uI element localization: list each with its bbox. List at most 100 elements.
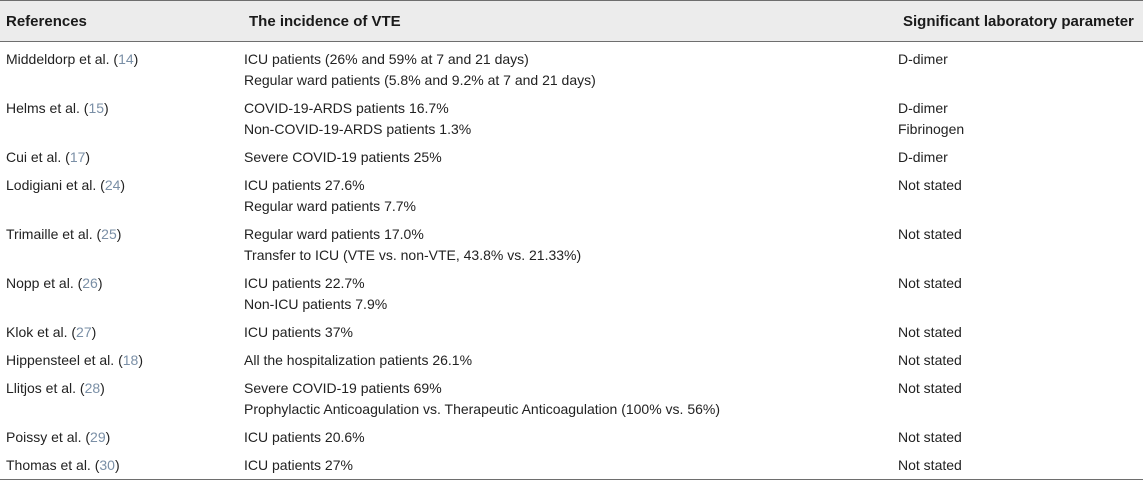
table-row: Klok et al. (27) ICU patients 37% Not stat… — [0, 315, 1143, 343]
reference-cell: Trimaille et al. (25) — [0, 217, 243, 266]
incidence-line: Non-COVID-19-ARDS patients 1.3% — [244, 121, 472, 137]
reference-author: Klok et al. ( — [6, 324, 77, 340]
reference-cell: Middeldorp et al. (14) — [0, 42, 243, 92]
incidence-cell: ICU patients (26% and 59% at 7 and 21 da… — [243, 42, 897, 92]
reference-close-paren: ) — [116, 226, 122, 242]
reference-number-link[interactable]: 17 — [69, 149, 86, 165]
reference-number-link[interactable]: 26 — [82, 275, 98, 291]
incidence-cell: ICU patients 37% — [243, 315, 897, 343]
reference-number-link[interactable]: 18 — [122, 352, 139, 368]
header-row: References The incidence of VTE Signific… — [0, 0, 1143, 42]
reference-number-link[interactable]: 30 — [99, 457, 115, 473]
reference-number-link[interactable]: 27 — [76, 324, 92, 340]
incidence-line: COVID-19-ARDS patients 16.7% — [244, 100, 449, 116]
reference-author: Cui et al. ( — [6, 149, 70, 165]
reference-number-link[interactable]: 29 — [90, 429, 106, 445]
incidence-line: Regular ward patients 7.7% — [244, 198, 416, 214]
incidence-line: ICU patients (26% and 59% at 7 and 21 da… — [244, 51, 529, 67]
reference-author: Trimaille et al. ( — [6, 226, 102, 242]
reference-number-link[interactable]: 28 — [84, 380, 101, 396]
incidence-line: ICU patients 27% — [244, 457, 353, 473]
incidence-line: All the hospitalization patients 26.1% — [244, 352, 473, 368]
incidence-cell: COVID-19-ARDS patients 16.7% Non-COVID-19… — [243, 91, 897, 140]
reference-cell: Llitjos et al. (28) — [0, 371, 243, 420]
parameter-line: Not stated — [898, 352, 962, 368]
reference-cell: Thomas et al. (30) — [0, 448, 243, 480]
table-row: Thomas et al. (30) ICU patients 27% Not st… — [0, 448, 1143, 480]
parameter-line: D-dimer — [898, 51, 948, 67]
incidence-cell: Regular ward patients 17.0% Transfer to I… — [243, 217, 897, 266]
reference-cell: Cui et al. (17) — [0, 140, 243, 168]
reference-author: Poissy et al. ( — [6, 429, 91, 445]
reference-author: Thomas et al. ( — [6, 457, 100, 473]
incidence-line: ICU patients 27.6% — [244, 177, 365, 193]
parameter-cell: Not stated — [897, 448, 1143, 480]
parameter-cell: Not stated — [897, 217, 1143, 266]
incidence-line: Regular ward patients 17.0% — [244, 226, 424, 242]
table-body: Middeldorp et al. (14) ICU patients (26% … — [0, 42, 1143, 480]
header-parameter: Significant laboratory parameter — [897, 0, 1143, 42]
table-row: Helms et al. (15) COVID-19-ARDS patients … — [0, 91, 1143, 140]
reference-cell: Nopp et al. (26) — [0, 266, 243, 315]
reference-close-paren: ) — [133, 51, 139, 67]
parameter-line: Not stated — [898, 324, 962, 340]
table-row: Trimaille et al. (25) Regular ward patien… — [0, 217, 1143, 266]
incidence-cell: ICU patients 20.6% — [243, 420, 897, 448]
incidence-line: Prophylactic Anticoagulation vs. Therape… — [244, 401, 721, 417]
reference-close-paren: ) — [97, 275, 103, 291]
parameter-cell: D-dimer — [897, 140, 1143, 168]
reference-close-paren: ) — [120, 177, 126, 193]
parameter-cell: Not stated — [897, 420, 1143, 448]
incidence-cell: ICU patients 27.6% Regular ward patients … — [243, 168, 897, 217]
incidence-cell: ICU patients 22.7% Non-ICU patients 7.9% — [243, 266, 897, 315]
reference-author: Llitjos et al. ( — [6, 380, 85, 396]
table-row: Nopp et al. (26) ICU patients 22.7% Non-IC… — [0, 266, 1143, 315]
reference-author: Lodigiani et al. ( — [6, 177, 105, 193]
table-row: Middeldorp et al. (14) ICU patients (26% … — [0, 42, 1143, 92]
reference-close-paren: ) — [100, 380, 105, 396]
table-row: Poissy et al. (29) ICU patients 20.6% Not … — [0, 420, 1143, 448]
parameter-line: Not stated — [898, 380, 962, 396]
reference-close-paren: ) — [85, 149, 91, 165]
reference-cell: Poissy et al. (29) — [0, 420, 243, 448]
incidence-cell: All the hospitalization patients 26.1% — [243, 343, 897, 371]
incidence-line: ICU patients 37% — [244, 324, 353, 340]
header-incidence: The incidence of VTE — [243, 0, 897, 42]
reference-author: Nopp et al. ( — [6, 275, 83, 291]
parameter-cell: Not stated — [897, 168, 1143, 217]
parameter-cell: Not stated — [897, 315, 1143, 343]
reference-cell: Helms et al. (15) — [0, 91, 243, 140]
incidence-line: Severe COVID-19 patients 25% — [244, 149, 442, 165]
table-row: Hippensteel et al. (18) All the hospitali… — [0, 343, 1143, 371]
incidence-line: Severe COVID-19 patients 69% — [244, 380, 442, 396]
incidence-line: ICU patients 22.7% — [244, 275, 365, 291]
reference-number-link[interactable]: 25 — [101, 226, 117, 242]
parameter-line: Not stated — [898, 275, 962, 291]
reference-cell: Klok et al. (27) — [0, 315, 243, 343]
reference-close-paren: ) — [138, 352, 143, 368]
parameter-cell: D-dimer Fibrinogen — [897, 91, 1143, 140]
reference-number-link[interactable]: 15 — [88, 100, 105, 116]
incidence-line: Regular ward patients (5.8% and 9.2% at … — [244, 72, 596, 88]
table-header: References The incidence of VTE Signific… — [0, 0, 1143, 42]
reference-number-link[interactable]: 24 — [104, 177, 121, 193]
incidence-line: ICU patients 20.6% — [244, 429, 365, 445]
incidence-cell: ICU patients 27% — [243, 448, 897, 480]
parameter-line: Not stated — [898, 457, 962, 473]
reference-author: Helms et al. ( — [6, 100, 89, 116]
reference-close-paren: ) — [114, 457, 120, 473]
parameter-line: D-dimer — [898, 100, 948, 116]
reference-author: Middeldorp et al. ( — [6, 51, 119, 67]
incidence-cell: Severe COVID-19 patients 25% — [243, 140, 897, 168]
reference-close-paren: ) — [105, 429, 111, 445]
table-row: Lodigiani et al. (24) ICU patients 27.6% R… — [0, 168, 1143, 217]
parameter-cell: D-dimer — [897, 42, 1143, 92]
reference-number-link[interactable]: 14 — [118, 51, 134, 67]
parameter-line: Not stated — [898, 177, 962, 193]
table-row: Llitjos et al. (28) Severe COVID-19 patie… — [0, 371, 1143, 420]
incidence-cell: Severe COVID-19 patients 69% Prophylactic… — [243, 371, 897, 420]
parameter-cell: Not stated — [897, 266, 1143, 315]
reference-author: Hippensteel et al. ( — [6, 352, 123, 368]
